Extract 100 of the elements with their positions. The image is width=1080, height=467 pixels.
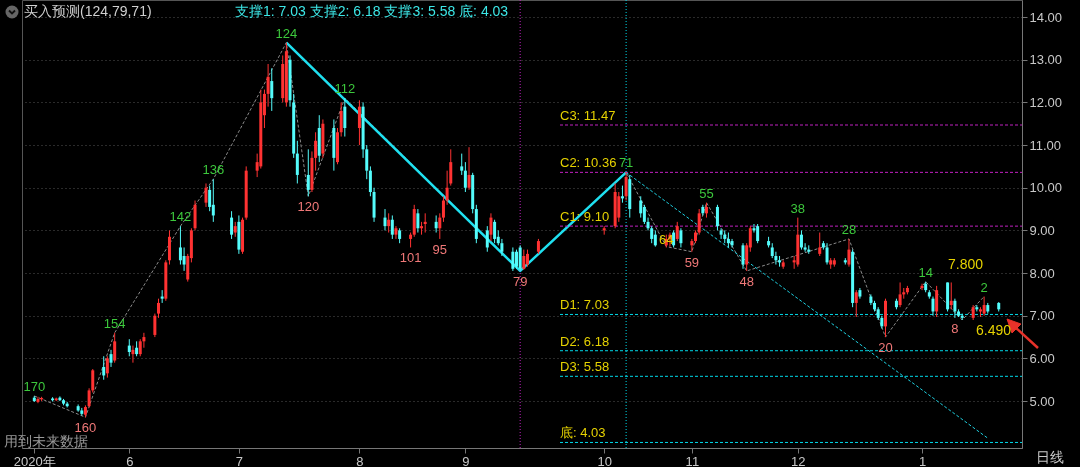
chart-subtitle: 支撑1: 7.03 支撑2: 6.18 支撑3: 5.58 底: 4.03: [235, 3, 509, 21]
x-tick-label: 11: [685, 453, 700, 467]
candlestick: [935, 285, 939, 318]
candlestick: [463, 161, 467, 193]
candlestick: [467, 146, 471, 191]
x-tick-label: 12: [791, 453, 806, 467]
candlestick: [36, 396, 40, 404]
candlestick: [982, 296, 986, 317]
y-tick-label: 6.00: [1029, 350, 1055, 366]
candlestick: [518, 244, 522, 272]
annotation: 136: [202, 162, 225, 178]
annotation: 71: [618, 155, 634, 171]
candlestick: [339, 101, 343, 138]
candlestick: [953, 298, 957, 319]
annotation: 59: [684, 254, 700, 270]
candlestick: [799, 229, 803, 251]
candlestick: [383, 208, 387, 231]
x-tick-label: 8: [356, 453, 364, 467]
y-tick-label: 8.00: [1029, 265, 1055, 281]
annotation: 55: [699, 185, 714, 201]
candlestick: [617, 191, 621, 223]
candlestick: [898, 281, 902, 308]
candlestick: [109, 349, 113, 368]
candlestick: [639, 195, 643, 219]
candlestick: [741, 242, 745, 270]
y-tick-label: 10.00: [1029, 180, 1063, 196]
candlestick: [357, 99, 361, 146]
candlestick: [343, 97, 347, 138]
candlestick: [931, 296, 935, 317]
candlestick: [438, 212, 442, 240]
candlestick: [295, 140, 299, 184]
ref-line-label: C2: 10.36: [560, 155, 617, 171]
annotation: 28: [841, 221, 857, 237]
candlestick: [847, 238, 851, 268]
annotation: 120: [297, 199, 320, 215]
ref-line-label: 底: 4.03: [560, 425, 606, 441]
annotation: 6.490: [976, 322, 1012, 338]
candlestick: [153, 313, 157, 338]
candlestick: [270, 67, 274, 112]
y-tick-label: 11.00: [1029, 137, 1062, 153]
candlestick: [515, 249, 519, 270]
annotation: 160: [74, 420, 97, 436]
candlestick: [869, 293, 873, 306]
y-tick-label: 5.00: [1029, 393, 1055, 409]
ref-line-label: D3: 5.58: [560, 359, 610, 375]
candlestick: [489, 212, 493, 242]
candlestick: [113, 332, 117, 364]
x-tick-label: 6: [126, 453, 134, 467]
ref-line-label: C1: 9.10: [560, 209, 610, 225]
candlestick: [208, 185, 212, 212]
annotation: 79: [512, 273, 528, 289]
candlestick: [387, 212, 391, 234]
y-tick-label: 12.00: [1029, 94, 1063, 110]
x-tick-label: 7: [235, 453, 243, 467]
candlestick: [854, 289, 858, 318]
candlestick: [460, 153, 464, 176]
candlestick: [306, 148, 310, 197]
annotation: 用到未来数据: [4, 433, 88, 451]
y-tick-label: 14.00: [1029, 9, 1063, 25]
y-tick-label: 7.00: [1029, 308, 1055, 324]
annotation: 101: [399, 250, 422, 266]
chart-title: 买入预测(124,79,71): [24, 3, 152, 21]
x-tick-label: 2020年: [13, 453, 56, 467]
annotation: 48: [739, 273, 754, 289]
candlestick: [76, 403, 80, 413]
candlestick: [157, 298, 161, 319]
x-tick-label: 9: [462, 453, 470, 467]
candlestick: [485, 225, 489, 253]
annotation: 14: [918, 264, 933, 280]
candlestick: [697, 208, 701, 236]
candlestick: [756, 223, 760, 244]
annotation: 142: [169, 209, 192, 225]
candlestick: [394, 225, 398, 240]
annotation: 124: [275, 25, 298, 41]
candlestick: [131, 345, 135, 364]
candlestick: [624, 171, 628, 202]
y-tick-label: 9.00: [1029, 222, 1055, 238]
annotation: 38: [790, 200, 806, 216]
annotation: 95: [432, 241, 448, 257]
candlestick: [167, 229, 171, 266]
annotation: 170: [23, 378, 46, 394]
candlestick: [679, 227, 683, 248]
candlestick: [390, 214, 394, 240]
candlestick: [920, 283, 924, 291]
y-tick-label: 13.00: [1029, 52, 1063, 68]
annotation: 8: [951, 320, 959, 336]
candlestick: [719, 227, 723, 240]
candlestick: [193, 200, 197, 231]
ref-line-label: D1: 7.03: [560, 297, 610, 313]
x-tick-label: 10: [597, 453, 612, 467]
annotation: 2: [980, 279, 988, 295]
annotation: 112: [334, 81, 356, 97]
annotation: 7.800: [948, 256, 984, 272]
text: 日线: [1036, 449, 1064, 467]
candlestick: [211, 178, 215, 223]
candlestick: [416, 208, 420, 234]
x-tick-label: 1: [918, 453, 927, 467]
annotation: 154: [103, 315, 126, 331]
candlestick: [675, 221, 679, 242]
candlestick: [511, 246, 515, 272]
